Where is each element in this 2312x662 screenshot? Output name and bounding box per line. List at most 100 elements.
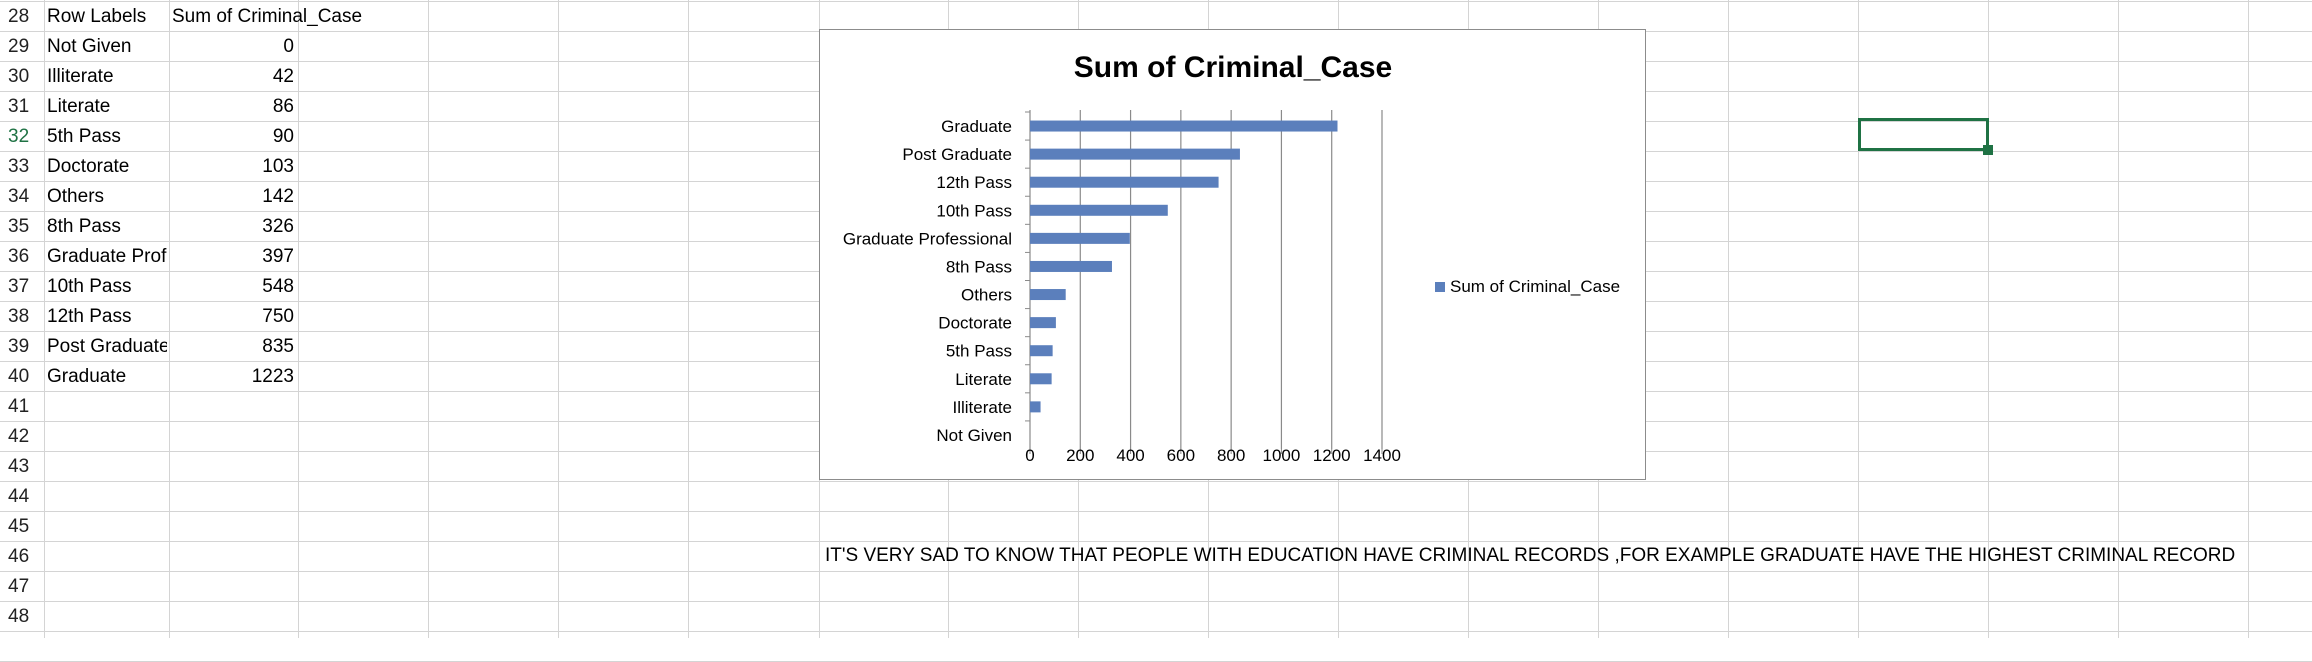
value-cell[interactable]: 0 <box>283 36 294 57</box>
category-label: Others <box>961 286 1012 305</box>
row-number[interactable]: 31 <box>8 96 30 117</box>
value-cell[interactable]: 90 <box>272 126 294 147</box>
category-label: Not Given <box>936 426 1012 445</box>
x-tick-label: 1200 <box>1313 446 1351 465</box>
row-label-cell[interactable]: Literate <box>47 96 111 117</box>
category-label: 8th Pass <box>946 257 1012 276</box>
row-number[interactable]: 43 <box>8 456 30 477</box>
category-label: Graduate Professional <box>843 229 1012 248</box>
row-number[interactable]: 44 <box>8 486 30 507</box>
row-gridline <box>0 511 2312 512</box>
row-gridline <box>0 1 2312 2</box>
row-number[interactable]: 34 <box>8 186 30 207</box>
header-sum-criminal-case[interactable]: Sum of Criminal_Case <box>172 6 363 27</box>
row-gridline <box>0 541 2312 542</box>
x-tick-label: 400 <box>1116 446 1144 465</box>
category-label: 10th Pass <box>936 201 1012 220</box>
row-number[interactable]: 32 <box>8 126 30 147</box>
row-label-cell[interactable]: 8th Pass <box>47 216 121 237</box>
row-label-cell[interactable]: 10th Pass <box>47 276 132 297</box>
legend-swatch <box>1435 282 1445 292</box>
column-gridline <box>2118 0 2119 638</box>
bar-doctorate <box>1030 317 1056 329</box>
row-gridline <box>0 631 2312 632</box>
row-number[interactable]: 30 <box>8 66 30 87</box>
category-label: 12th Pass <box>936 173 1012 192</box>
bar-graduate-professional <box>1030 232 1130 244</box>
row-label-cell[interactable]: Not Given <box>47 36 132 57</box>
chart-title: Sum of Criminal_Case <box>1074 51 1392 84</box>
category-label: Graduate <box>941 117 1012 136</box>
category-label: Doctorate <box>938 314 1012 333</box>
selected-cell[interactable] <box>1858 118 1989 151</box>
value-cell[interactable]: 1223 <box>251 366 294 387</box>
row-number[interactable]: 33 <box>8 156 30 177</box>
row-number[interactable]: 38 <box>8 306 30 327</box>
value-cell[interactable]: 42 <box>272 66 294 87</box>
x-tick-label: 800 <box>1217 446 1245 465</box>
value-cell[interactable]: 103 <box>262 156 294 177</box>
x-tick-label: 0 <box>1025 446 1034 465</box>
category-label: 5th Pass <box>946 342 1012 361</box>
fill-handle[interactable] <box>1983 145 1993 155</box>
bar-literate <box>1030 373 1052 385</box>
column-gridline <box>298 0 299 638</box>
row-number[interactable]: 40 <box>8 366 30 387</box>
row-number[interactable]: 48 <box>8 606 30 627</box>
x-tick-label: 1400 <box>1363 446 1401 465</box>
row-gridline <box>0 571 2312 572</box>
row-label-cell[interactable]: Illiterate <box>47 66 114 87</box>
column-gridline <box>428 0 429 638</box>
note-text[interactable]: IT'S VERY SAD TO KNOW THAT PEOPLE WITH E… <box>825 545 2236 566</box>
row-label-cell[interactable]: Graduate <box>47 366 127 387</box>
x-tick-label: 600 <box>1167 446 1195 465</box>
column-gridline <box>1728 0 1729 638</box>
column-gridline <box>1858 0 1859 638</box>
column-gridline <box>688 0 689 638</box>
value-cell[interactable]: 326 <box>262 216 294 237</box>
value-cell[interactable]: 397 <box>262 246 294 267</box>
bar-illiterate <box>1030 401 1041 413</box>
bar-others <box>1030 289 1066 301</box>
row-number[interactable]: 41 <box>8 396 30 417</box>
row-label-cell[interactable]: Doctorate <box>47 156 130 177</box>
value-cell[interactable]: 142 <box>262 186 294 207</box>
bar-12th-pass <box>1030 176 1219 188</box>
header-row-labels[interactable]: Row Labels <box>47 6 147 27</box>
row-number[interactable]: 35 <box>8 216 30 237</box>
row-label-cell[interactable]: 12th Pass <box>47 306 132 327</box>
column-gridline <box>44 0 45 638</box>
value-cell[interactable]: 548 <box>262 276 294 297</box>
row-number[interactable]: 37 <box>8 276 30 297</box>
row-number[interactable]: 47 <box>8 576 30 597</box>
row-label-cell[interactable]: Graduate Professional <box>47 246 167 267</box>
category-label: Literate <box>955 370 1012 389</box>
value-cell[interactable]: 835 <box>262 336 294 357</box>
value-cell[interactable]: 750 <box>262 306 294 327</box>
row-number[interactable]: 46 <box>8 546 30 567</box>
row-gridline <box>0 601 2312 602</box>
row-number[interactable]: 42 <box>8 426 30 447</box>
row-number[interactable]: 45 <box>8 516 30 537</box>
column-gridline <box>169 0 170 638</box>
value-cell[interactable]: 86 <box>272 96 294 117</box>
bar-post-graduate <box>1030 148 1240 160</box>
row-number[interactable]: 29 <box>8 36 30 57</box>
legend-label: Sum of Criminal_Case <box>1450 277 1620 296</box>
category-label: Post Graduate <box>902 145 1012 164</box>
row-label-cell[interactable]: 5th Pass <box>47 126 121 147</box>
row-number[interactable]: 36 <box>8 246 30 267</box>
row-number[interactable]: 39 <box>8 336 30 357</box>
x-tick-label: 1000 <box>1263 446 1301 465</box>
chart-canvas: Sum of Criminal_Case 0 200 400 600 800 1000 120… <box>843 51 1620 465</box>
bar-8th-pass <box>1030 260 1112 272</box>
row-gridline <box>0 481 2312 482</box>
column-gridline <box>2248 0 2249 638</box>
bar-10th-pass <box>1030 204 1168 216</box>
row-label-cell[interactable]: Others <box>47 186 105 207</box>
category-label: Illiterate <box>952 398 1012 417</box>
row-number[interactable]: 28 <box>8 6 30 27</box>
bar-chart[interactable]: Sum of Criminal_Case 0 200 400 600 800 1000 120… <box>819 29 1646 480</box>
row-label-cell[interactable]: Post Graduate <box>47 336 167 357</box>
